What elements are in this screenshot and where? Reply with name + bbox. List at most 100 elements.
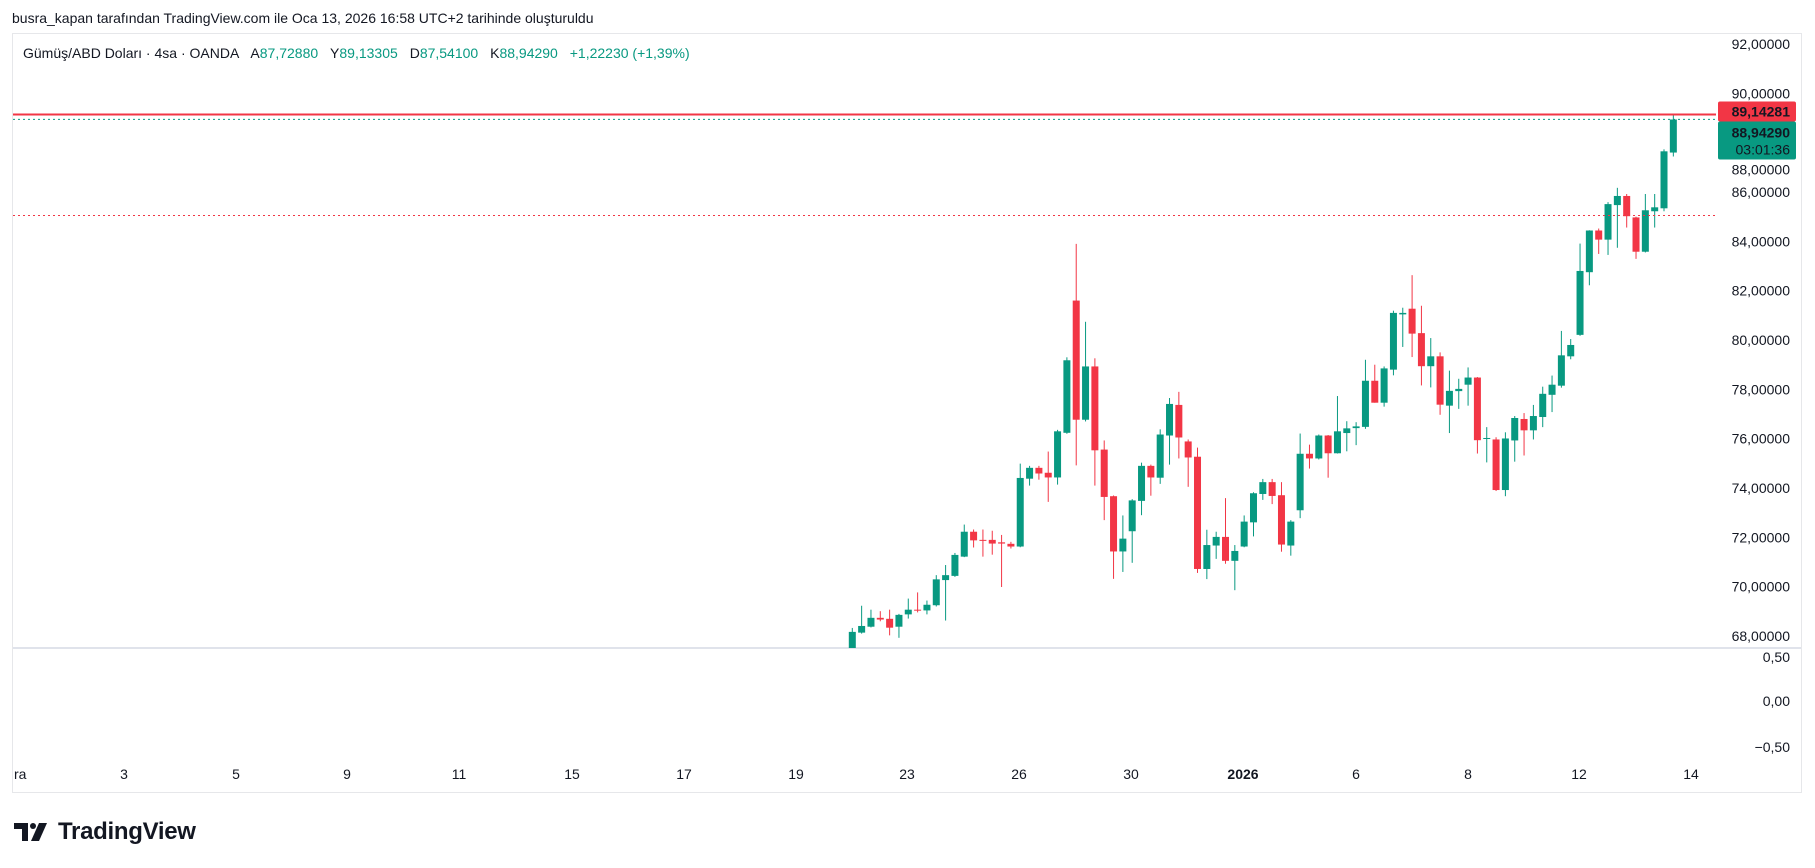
x-tick-label: 5	[232, 766, 240, 782]
logo-text: TradingView	[58, 818, 196, 845]
candle-up	[1343, 428, 1351, 434]
candle-up	[848, 631, 856, 648]
candle-up	[1445, 390, 1453, 406]
candle-up	[1063, 360, 1071, 433]
candle-up	[1455, 388, 1463, 392]
candle-down	[1184, 441, 1192, 458]
candle-down	[1408, 308, 1416, 334]
last-price-label: 88,94290	[1732, 124, 1791, 140]
candle-down	[886, 618, 894, 628]
candle-up	[1054, 431, 1062, 478]
x-tick-label: 23	[899, 766, 915, 782]
symbol-legend: Gümüş/ABD Doları · 4sa · OANDA A87,72880…	[23, 45, 690, 61]
candle-up	[1259, 482, 1267, 494]
candle-down	[876, 617, 884, 620]
tradingview-logo[interactable]: TradingView	[14, 818, 196, 846]
candle-up	[1016, 477, 1024, 547]
y-tick-label: 68,00000	[1732, 628, 1791, 644]
candle-down	[1595, 230, 1603, 240]
x-tick-label: 19	[788, 766, 804, 782]
symbol-name[interactable]: Gümüş/ABD Doları · 4sa · OANDA	[23, 45, 239, 61]
candle-down	[1623, 195, 1631, 217]
candle-up	[1361, 380, 1369, 427]
candle-down	[1147, 465, 1155, 478]
y-tick-label: 90,00000	[1732, 85, 1791, 101]
candle-up	[951, 554, 959, 576]
indicator-tick-label: −0,50	[1755, 739, 1791, 755]
candle-up	[1548, 384, 1556, 395]
candle-up	[895, 614, 903, 627]
change-value: +1,22230 (+1,39%)	[569, 45, 690, 61]
candle-up	[1296, 453, 1304, 511]
candle-up	[1464, 377, 1472, 385]
candle-up	[904, 609, 912, 615]
candle-down	[1371, 380, 1379, 403]
red-line-price-label: 89,14281	[1732, 103, 1791, 119]
candle-down	[1277, 495, 1285, 545]
y-tick-label: 88,00000	[1732, 161, 1791, 177]
candle-down	[970, 531, 978, 541]
candle-down	[1072, 300, 1080, 420]
candle-down	[1044, 472, 1052, 478]
x-tick-label: 3	[120, 766, 128, 782]
y-tick-label: 72,00000	[1732, 529, 1791, 545]
candle-up	[1333, 431, 1341, 454]
candle-down	[1492, 439, 1500, 491]
x-tick-label: 26	[1011, 766, 1027, 782]
candle-up	[1483, 437, 1491, 439]
candle-up	[1529, 416, 1537, 431]
red-line-price-box	[1718, 101, 1796, 122]
candle-up	[1119, 538, 1127, 552]
candle-up	[1128, 500, 1136, 532]
close-value: 88,94290	[499, 45, 558, 61]
candle-up	[960, 531, 968, 557]
low-label: D	[409, 45, 420, 61]
candle-up	[1539, 393, 1547, 418]
candle-up	[1249, 493, 1257, 523]
candle-down	[1007, 543, 1015, 547]
candle-up	[1212, 536, 1220, 546]
x-tick-label: 14	[1683, 766, 1699, 782]
candles-group	[848, 114, 1677, 648]
candle-up	[1399, 312, 1407, 315]
candle-down	[1417, 333, 1425, 367]
candle-up	[1604, 204, 1612, 240]
candle-up	[858, 625, 866, 633]
candle-down	[988, 539, 996, 544]
candle-down	[998, 542, 1006, 544]
candle-up	[1380, 368, 1388, 403]
candle-up	[1651, 207, 1659, 212]
high-label: Y	[330, 45, 340, 61]
candle-up	[1576, 270, 1584, 335]
candle-up	[1389, 312, 1397, 370]
candle-down	[914, 609, 922, 611]
x-tick-label: 9	[343, 766, 351, 782]
candle-down	[1520, 418, 1528, 431]
candle-up	[1567, 344, 1575, 357]
candle-up	[1240, 521, 1248, 547]
candle-up	[1138, 465, 1146, 501]
candle-down	[1035, 467, 1043, 474]
candle-down	[1324, 435, 1332, 454]
candle-up	[1669, 119, 1677, 153]
y-tick-label: 92,00000	[1732, 36, 1791, 52]
candle-up	[1427, 356, 1435, 367]
candle-up	[1511, 417, 1519, 441]
candle-up	[942, 575, 950, 581]
high-value: 89,13305	[339, 45, 398, 61]
candle-up	[1660, 151, 1668, 209]
y-tick-label: 82,00000	[1732, 283, 1791, 299]
y-tick-label: 74,00000	[1732, 480, 1791, 496]
candle-up	[1026, 467, 1034, 479]
open-label: A	[250, 45, 260, 61]
candle-down	[1436, 356, 1444, 405]
x-tick-label: 12	[1571, 766, 1587, 782]
candle-up	[1287, 521, 1295, 546]
candle-up	[1613, 195, 1621, 206]
candle-up	[1557, 355, 1565, 386]
candle-down	[1222, 536, 1229, 561]
last-price-box	[1718, 121, 1796, 160]
candle-down	[1110, 496, 1118, 552]
candle-up	[1641, 210, 1649, 252]
